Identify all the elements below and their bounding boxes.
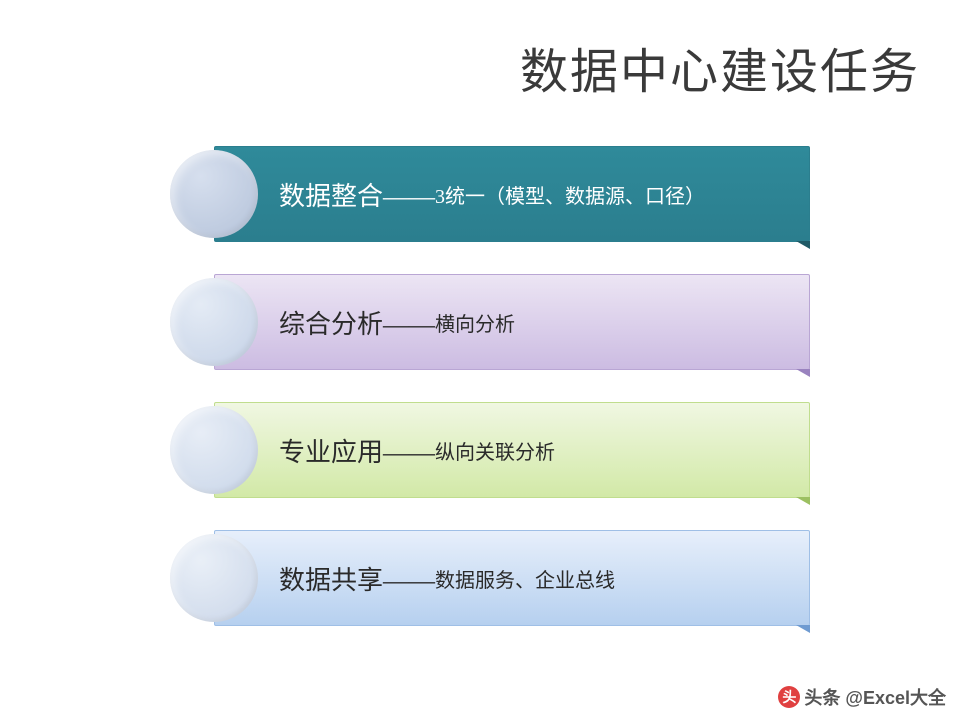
- bullet-circle-icon: [170, 278, 258, 366]
- item-bar-3: 专业应用—— 纵向关联分析: [214, 402, 810, 498]
- watermark: 头 头条 @Excel大全: [778, 684, 946, 710]
- item-label-main: 综合分析——: [279, 304, 435, 341]
- item-bar-1: 数据整合—— 3统一（模型、数据源、口径）: [214, 146, 810, 242]
- item-label-main: 数据共享——: [279, 560, 435, 597]
- list-item: 数据共享—— 数据服务、企业总线: [170, 530, 810, 626]
- item-label-sub: 3统一（模型、数据源、口径）: [435, 180, 705, 209]
- list-item: 专业应用—— 纵向关联分析: [170, 402, 810, 498]
- item-label-sub: 纵向关联分析: [435, 436, 555, 465]
- item-bar-4: 数据共享—— 数据服务、企业总线: [214, 530, 810, 626]
- watermark-text: 头条 @Excel大全: [804, 684, 946, 710]
- bullet-circle-icon: [170, 406, 258, 494]
- bullet-circle-icon: [170, 150, 258, 238]
- item-label-main: 专业应用——: [279, 432, 435, 469]
- list-item: 数据整合—— 3统一（模型、数据源、口径）: [170, 146, 810, 242]
- item-label-sub: 数据服务、企业总线: [435, 564, 615, 593]
- page-title: 数据中心建设任务: [0, 32, 920, 102]
- task-list: 数据整合—— 3统一（模型、数据源、口径） 综合分析—— 横向分析 专业应用——…: [170, 146, 810, 658]
- item-label-main: 数据整合——: [279, 176, 435, 213]
- item-label-sub: 横向分析: [435, 308, 515, 337]
- bullet-circle-icon: [170, 534, 258, 622]
- list-item: 综合分析—— 横向分析: [170, 274, 810, 370]
- watermark-logo-icon: 头: [778, 686, 800, 708]
- item-bar-2: 综合分析—— 横向分析: [214, 274, 810, 370]
